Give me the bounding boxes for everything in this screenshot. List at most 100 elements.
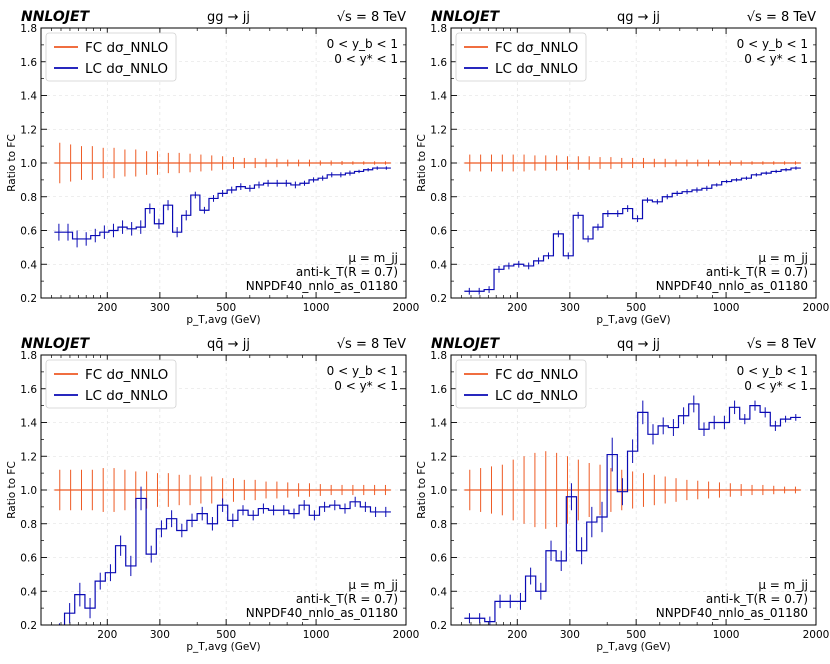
legend-label-fc: FC dσ_NNLO [495,40,578,56]
panel-4: 200 300 500 1000 2000 0.2 0.4 0.6 0.8 1.0 1.2 1.4 1.… [416,336,829,653]
process-label: qq → jj [617,337,660,352]
panel-1: 200 300 500 1000 2000 0.2 0.4 0.6 0.8 1.0 1.2 1.4 1.… [6,9,419,326]
y-axis-label: Ratio to FC [6,134,18,192]
panel-2: 200 300 500 1000 2000 0.2 0.4 0.6 0.8 1.0 1.2 1.4 1.… [416,9,829,326]
algorithm-label: anti-k_T(R = 0.7) [706,265,808,279]
y-tick-label: 1.6 [430,384,447,396]
x-axis-label: p_T,avg (GeV) [596,641,670,653]
brand-label: NNLOJET [431,9,501,25]
energy-label: √s = 8 TeV [337,10,406,25]
x-tick-label: 300 [560,629,580,641]
algorithm-label: anti-k_T(R = 0.7) [296,265,398,279]
y-tick-label: 1.8 [20,350,37,362]
process-label: qq̄ → jj [207,337,250,352]
x-tick-label: 1000 [713,302,740,314]
legend: FC dσ_NNLO LC dσ_NNLO [455,32,587,82]
x-tick-label: 200 [97,302,117,314]
cut-label-yb: 0 < y_b < 1 [737,364,808,378]
plot-area [464,395,801,625]
legend-box [45,32,177,82]
legend: FC dσ_NNLO LC dσ_NNLO [45,32,177,82]
x-tick-label: 200 [507,629,527,641]
x-tick-label: 1000 [303,302,330,314]
x-axis-label: p_T,avg (GeV) [186,314,260,326]
legend-box [455,359,587,409]
energy-label: √s = 8 TeV [337,337,406,352]
cut-label-yb: 0 < y_b < 1 [737,37,808,51]
y-tick-label: 0.2 [430,620,447,632]
algorithm-label: anti-k_T(R = 0.7) [706,592,808,606]
cut-label-ystar: 0 < y* < 1 [334,52,398,66]
x-tick-label: 500 [216,629,236,641]
algorithm-label: anti-k_T(R = 0.7) [296,592,398,606]
y-tick-label: 1.8 [20,23,37,35]
plot-area [54,468,391,625]
scale-label: μ = m_jj [348,578,398,592]
x-tick-label: 2000 [803,629,830,641]
y-tick-label: 1.4 [20,418,37,430]
lc-step-line [464,403,801,623]
x-tick-label: 500 [626,302,646,314]
process-label: qg → jj [617,10,660,25]
pdf-label: NNPDF40_nnlo_as_01180 [656,279,808,293]
process-label: gg → jj [207,10,250,25]
y-tick-label: 0.6 [430,226,447,238]
legend-label-fc: FC dσ_NNLO [495,367,578,383]
y-tick-label: 1.4 [20,91,37,103]
y-tick-label: 1.2 [20,124,37,136]
cut-label-ystar: 0 < y* < 1 [744,379,808,393]
y-tick-label: 0.4 [20,259,37,271]
y-tick-label: 0.4 [20,586,37,598]
lc-step-line [54,167,391,240]
legend-label-lc: LC dσ_NNLO [85,388,168,404]
x-tick-label: 300 [150,629,170,641]
cut-label-yb: 0 < y_b < 1 [327,364,398,378]
panel-3: 200 300 500 1000 2000 0.2 0.4 0.6 0.8 1.0 1.2 1.4 1.… [6,336,419,653]
pdf-label: NNPDF40_nnlo_as_01180 [656,606,808,620]
brand-label: NNLOJET [21,9,91,25]
y-tick-label: 1.6 [20,57,37,69]
y-tick-label: 1.4 [430,91,447,103]
legend-box [45,359,177,409]
energy-label: √s = 8 TeV [747,10,816,25]
y-tick-label: 1.2 [20,451,37,463]
axes-frame [40,27,407,299]
cut-label-ystar: 0 < y* < 1 [334,379,398,393]
y-tick-label: 0.8 [20,192,37,204]
x-tick-label: 2000 [393,302,420,314]
x-tick-label: 300 [150,302,170,314]
x-tick-label: 1000 [713,629,740,641]
axes-frame [450,27,817,299]
y-tick-label: 1.0 [20,158,37,170]
legend-label-lc: LC dσ_NNLO [495,61,578,77]
cut-label-yb: 0 < y_b < 1 [327,37,398,51]
x-tick-label: 500 [216,302,236,314]
x-tick-label: 1000 [303,629,330,641]
y-tick-label: 0.4 [430,259,447,271]
y-tick-label: 1.6 [430,57,447,69]
y-tick-label: 0.6 [20,553,37,565]
cut-label-ystar: 0 < y* < 1 [744,52,808,66]
y-tick-label: 1.0 [20,485,37,497]
energy-label: √s = 8 TeV [747,337,816,352]
y-axis-label: Ratio to FC [416,461,428,519]
y-tick-label: 1.2 [430,451,447,463]
legend-label-lc: LC dσ_NNLO [495,388,578,404]
legend-label-fc: FC dσ_NNLO [85,40,168,56]
legend: FC dσ_NNLO LC dσ_NNLO [455,359,587,409]
x-tick-label: 2000 [393,629,420,641]
x-axis-label: p_T,avg (GeV) [186,641,260,653]
y-axis-label: Ratio to FC [6,461,18,519]
x-tick-label: 500 [626,629,646,641]
legend-box [455,32,587,82]
legend-label-lc: LC dσ_NNLO [85,61,168,77]
y-tick-label: 0.2 [430,293,447,305]
brand-label: NNLOJET [21,336,91,352]
plot-area [464,154,801,295]
plot-area [54,142,391,248]
y-tick-label: 1.4 [430,418,447,430]
legend-label-fc: FC dσ_NNLO [85,367,168,383]
pdf-label: NNPDF40_nnlo_as_01180 [246,279,398,293]
y-tick-label: 0.8 [20,519,37,531]
